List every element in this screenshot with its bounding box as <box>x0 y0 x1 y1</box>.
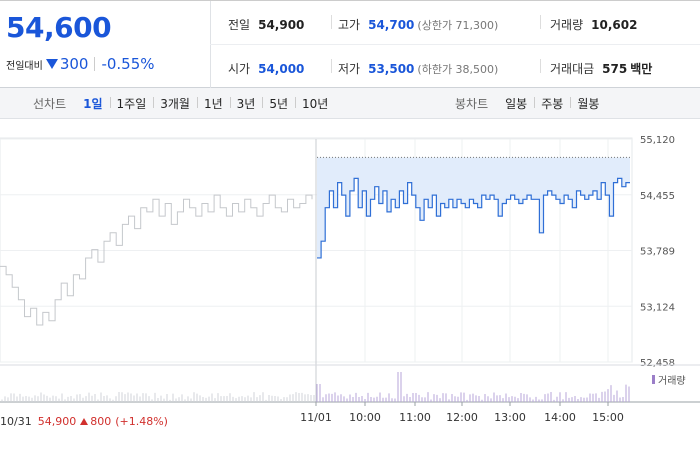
x-tick-label: 15:00 <box>592 411 624 424</box>
change-row: 전일대비 300 -0.55% <box>6 55 155 73</box>
x-tick-label: 13:00 <box>494 411 526 424</box>
divider <box>94 57 96 71</box>
tab-5year[interactable]: 5년 <box>262 95 295 112</box>
previous-day-price-line <box>0 194 313 326</box>
stat-low: 저가 53,500 (하한가 38,500) <box>338 62 499 76</box>
previous-day-date: 10/31 <box>0 415 32 428</box>
down-triangle-icon <box>45 59 58 69</box>
previous-day-change: 800 <box>90 415 112 428</box>
y-tick-label: 53,124 <box>640 302 675 313</box>
candle-chart-label: 봉차트 <box>455 96 489 111</box>
stat-open: 시가 54,000 <box>228 62 305 76</box>
x-tick-label: 10:00 <box>349 411 381 424</box>
quote-panel: 54,600 전일대비 300 -0.55% 전일 54,900 고가 54,7… <box>0 0 700 88</box>
tab-3month[interactable]: 3개월 <box>153 95 197 112</box>
change-label: 전일대비 <box>6 60 43 72</box>
y-tick-label: 53,789 <box>640 247 675 258</box>
tab-daily-candle[interactable]: 일봉 <box>505 96 528 111</box>
previous-day-summary: 10/31 54,900 800 (+1.48%) <box>0 415 168 428</box>
volume-legend: 거래량 <box>652 372 686 387</box>
x-tick-label: 14:00 <box>544 411 576 424</box>
tab-weekly-candle[interactable]: 주봉 <box>534 95 570 112</box>
today-area-fill <box>317 157 630 258</box>
y-tick-label: 55,120 <box>640 135 675 146</box>
current-price: 54,600 <box>6 11 112 44</box>
row-divider <box>210 44 700 45</box>
tab-1year[interactable]: 1년 <box>196 95 230 112</box>
stat-prev-close: 전일 54,900 <box>228 18 305 32</box>
y-tick-label: 54,455 <box>640 191 675 202</box>
stats-grid: 전일 54,900 고가 54,700 (상한가 71,300) 거래량 10,… <box>210 1 700 88</box>
y-tick-label: 52,458 <box>640 358 675 369</box>
intraday-price-chart[interactable]: 55,120 54,455 53,789 53,124 52,458 11/01 10:00… <box>0 119 700 450</box>
candle-chart-tabs: 봉차트 일봉 주봉 월봉 <box>455 88 606 118</box>
tab-1day[interactable]: 1일 <box>83 96 103 111</box>
tab-monthly-candle[interactable]: 월봉 <box>570 95 606 112</box>
current-price-box: 54,600 전일대비 300 -0.55% <box>0 1 211 88</box>
x-tick-label: 12:00 <box>446 411 478 424</box>
line-chart-label: 선차트 <box>33 96 67 111</box>
previous-day-close: 54,900 <box>37 415 77 428</box>
tab-1week[interactable]: 1주일 <box>109 95 154 112</box>
change-percent: -0.55% <box>101 55 155 73</box>
previous-day-change-percent: (+1.48%) <box>115 415 168 428</box>
x-tick-label: 11:00 <box>399 411 431 424</box>
tab-3year[interactable]: 3년 <box>229 95 263 112</box>
today-price-line <box>317 177 630 259</box>
stat-amount: 거래대금 575 백만 <box>550 62 653 76</box>
change-value: 300 <box>59 55 89 73</box>
x-tick-label: 11/01 <box>300 411 332 424</box>
up-triangle-icon <box>80 418 89 425</box>
volume-swatch <box>652 375 655 384</box>
stat-volume: 거래량 10,602 <box>550 18 638 32</box>
tab-10year[interactable]: 10년 <box>295 95 335 112</box>
stat-high: 고가 54,700 (상한가 71,300) <box>338 18 499 32</box>
line-chart-tabs: 선차트 1일 1주일 3개월 1년 3년 5년 10년 <box>33 88 335 118</box>
chart-period-tabs: 선차트 1일 1주일 3개월 1년 3년 5년 10년 봉차트 일봉 주봉 월봉 <box>0 88 700 119</box>
